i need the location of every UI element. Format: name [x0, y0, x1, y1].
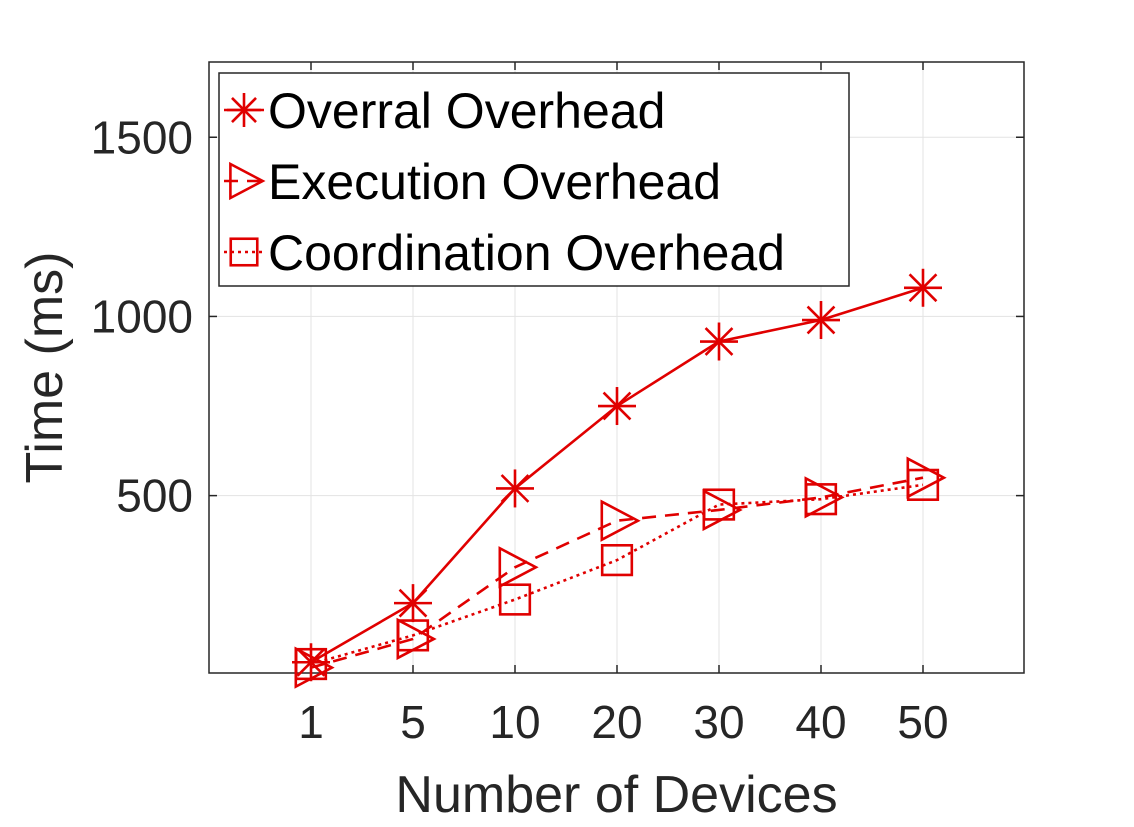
data-point-asterisk [496, 469, 534, 508]
y-tick-label: 1000 [91, 290, 193, 342]
data-point-asterisk [700, 322, 738, 361]
data-point-asterisk [904, 268, 942, 307]
data-point-asterisk [394, 584, 432, 623]
y-tick-label: 1500 [91, 111, 193, 163]
data-point-square [498, 583, 532, 616]
data-point-square [702, 488, 736, 521]
x-axis-title: Number of Devices [395, 766, 837, 824]
series-line [310, 483, 924, 666]
legend-item: Overral Overhead [224, 83, 665, 139]
y-axis-title: Time (ms) [16, 251, 74, 483]
x-tick-label: 50 [897, 696, 948, 748]
x-tick-label: 5 [400, 696, 426, 748]
series-asterisk [292, 268, 942, 682]
data-point-square [906, 468, 940, 501]
legend: Overral Overhead Execution Overhead Coordi… [218, 72, 850, 287]
legend-label: Coordination Overhead [268, 225, 785, 281]
x-tick-label: 40 [795, 696, 846, 748]
x-tick-label: 20 [591, 696, 642, 748]
legend-item: Execution Overhead [224, 154, 721, 210]
data-point-asterisk [227, 93, 261, 127]
series-triangle-right [294, 456, 947, 689]
legend-item: Coordination Overhead [224, 225, 785, 281]
series-line [310, 476, 924, 669]
data-point-triangle [498, 546, 539, 589]
x-tick-label: 1 [298, 696, 324, 748]
series-square [294, 468, 940, 681]
legend-label: Overral Overhead [268, 83, 665, 139]
legend-box [218, 72, 850, 287]
data-point-square [600, 543, 634, 577]
data-point-asterisk [802, 301, 840, 340]
data-point-square [804, 483, 838, 516]
data-point-triangle [600, 499, 641, 542]
x-axis-tick-labels: 1 5 10 20 30 40 50 [298, 696, 948, 748]
data-point-square [294, 647, 328, 681]
data-point-triangle [229, 161, 266, 201]
axis-ticks [209, 62, 1024, 673]
y-axis-tick-labels: 500 1000 1500 [91, 111, 193, 521]
x-tick-label: 10 [489, 696, 540, 748]
series-layer [292, 268, 947, 689]
data-point-asterisk [598, 387, 636, 426]
data-point-square [396, 619, 430, 652]
legend-label: Execution Overhead [268, 154, 721, 210]
x-tick-label: 30 [693, 696, 744, 748]
data-point-square [229, 237, 259, 267]
y-tick-label: 500 [116, 470, 193, 522]
